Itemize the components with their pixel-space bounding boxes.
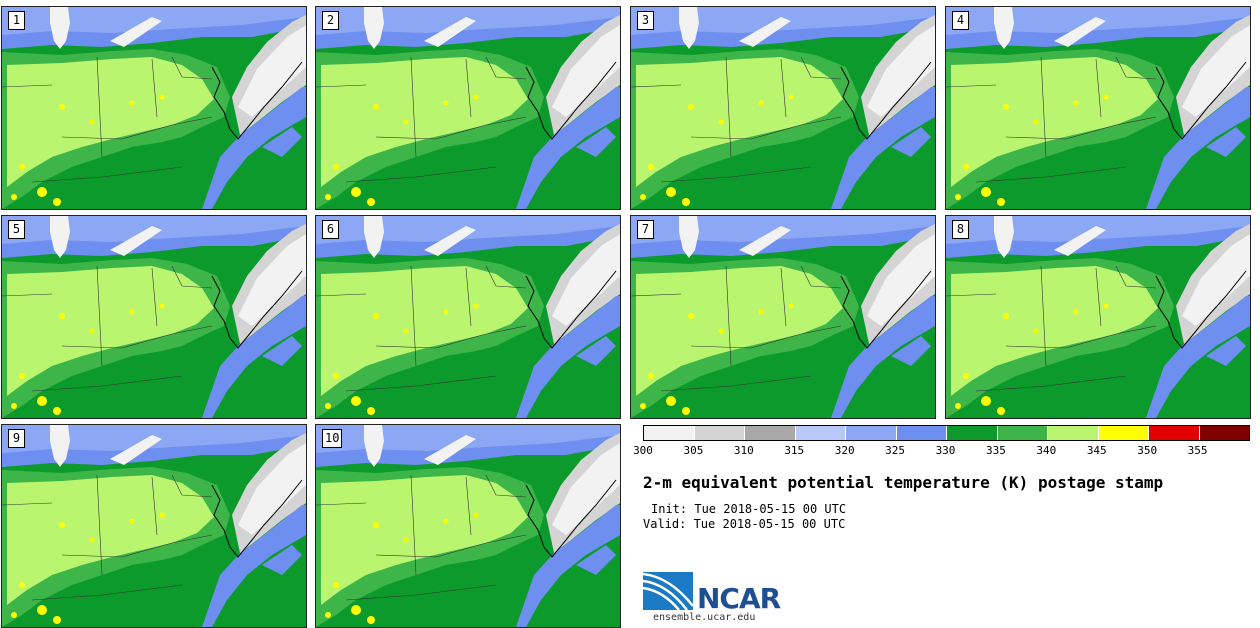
map [631,216,935,418]
colorbar-segment [896,426,947,440]
ensemble-member-panel[interactable]: 4 [945,6,1251,210]
member-number-label: 9 [8,429,25,448]
colorbar-segment [644,426,695,440]
colorbar-tick-labels: 300 305 310 315 320 325 330 335 340 345 350 355 [633,444,1249,460]
ensemble-member-panel[interactable]: 2 [315,6,621,210]
ensemble-member-panel[interactable]: 10 [315,424,621,628]
ensemble-member-panel[interactable]: 8 [945,215,1251,419]
colorbar-segment [694,426,745,440]
member-number-label: 7 [637,220,654,239]
colorbar-segment [1098,426,1149,440]
ncar-logo-text: NCAR [697,582,781,615]
init-time: Init: Tue 2018-05-15 00 UTC [651,502,847,516]
colorbar-segment [846,426,897,440]
colorbar-tick-label: 340 [1036,444,1057,457]
ensemble-member-panel[interactable]: 5 [1,215,307,419]
colorbar-segment [1048,426,1099,440]
colorbar-tick-label: 325 [885,444,906,457]
colorbar-tick-label: 335 [985,444,1006,457]
colorbar-segment [1149,426,1200,440]
colorbar-tick-label: 330 [935,444,956,457]
colorbar-tick-label: 300 [633,444,653,457]
colorbar-tick-label: 315 [784,444,805,457]
colorbar-tick-label: 320 [834,444,855,457]
colorbar-segment [795,426,846,440]
colorbar-segment [947,426,998,440]
colorbar-tick-label: 345 [1086,444,1107,457]
map [316,7,620,209]
colorbar-tick-label: 355 [1187,444,1208,457]
ensemble-member-panel[interactable]: 9 [1,424,307,628]
ensemble-member-panel[interactable]: 1 [1,6,307,210]
member-number-label: 6 [322,220,339,239]
site-url[interactable]: ensemble.ucar.edu [653,612,756,623]
valid-time: Valid: Tue 2018-05-15 00 UTC [643,517,846,531]
member-number-label: 2 [322,11,339,30]
map [2,425,306,627]
member-number-label: 5 [8,220,25,239]
map [316,425,620,627]
map [946,7,1250,209]
member-number-label: 3 [637,11,654,30]
member-number-label: 10 [322,429,343,448]
member-number-label: 4 [952,11,969,30]
member-number-label: 1 [8,11,25,30]
map [316,216,620,418]
member-number-label: 8 [952,220,969,239]
ensemble-member-panel[interactable]: 6 [315,215,621,419]
ensemble-member-panel[interactable]: 7 [630,215,936,419]
colorbar-tick-label: 350 [1137,444,1158,457]
ncar-logo-icon [643,572,694,611]
colorbar-tick-label: 305 [683,444,704,457]
map [2,7,306,209]
chart-title: 2-m equivalent potential temperature (K)… [643,473,1164,492]
colorbar-segment [1199,426,1249,440]
ensemble-member-panel[interactable]: 3 [630,6,936,210]
map [946,216,1250,418]
colorbar-segment [997,426,1048,440]
colorbar-segment [745,426,796,440]
map [2,216,306,418]
colorbar [643,425,1250,441]
map [631,7,935,209]
colorbar-tick-label: 310 [733,444,754,457]
